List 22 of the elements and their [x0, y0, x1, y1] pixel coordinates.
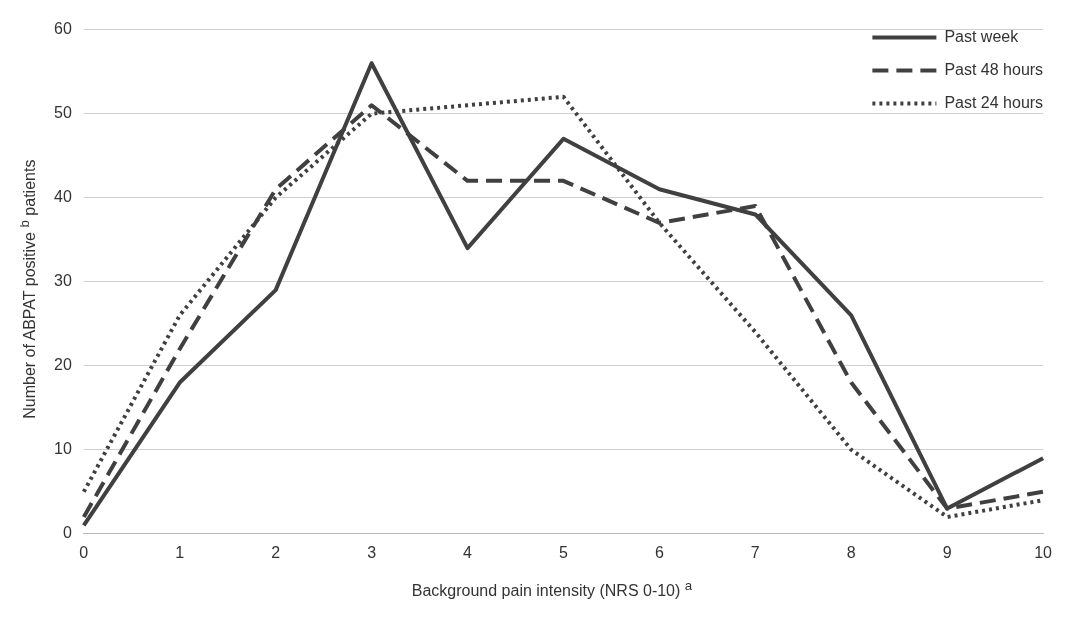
- x-tick-label: 1: [175, 543, 185, 561]
- y-tick-label: 10: [54, 440, 72, 458]
- legend-label: Past 24 hours: [944, 94, 1044, 112]
- x-axis-title: Background pain intensity (NRS 0-10) $^{a}$: [410, 578, 694, 601]
- x-tick-label: 5: [559, 543, 568, 561]
- x-tick-label: 8: [846, 543, 856, 561]
- y-tick-label: 50: [54, 104, 72, 122]
- x-tick-label: 2: [271, 543, 281, 561]
- y-tick-label: 0: [62, 524, 72, 542]
- x-tick-label: 6: [654, 543, 664, 561]
- x-tick-label: 3: [367, 543, 377, 561]
- x-tick-label: 0: [79, 543, 89, 561]
- y-tick-label: 40: [54, 188, 72, 206]
- x-tick-label: 7: [750, 543, 760, 561]
- y-tick-label: 20: [54, 356, 72, 374]
- x-tick-label: 4: [463, 543, 473, 561]
- y-tick-label: 60: [54, 20, 72, 38]
- y-tick-label: 30: [54, 272, 72, 290]
- legend-label: Past week: [944, 28, 1020, 46]
- legend-label: Past 48 hours: [944, 61, 1044, 79]
- x-tick-label: 9: [942, 543, 952, 561]
- x-tick-label: 10: [1034, 543, 1053, 561]
